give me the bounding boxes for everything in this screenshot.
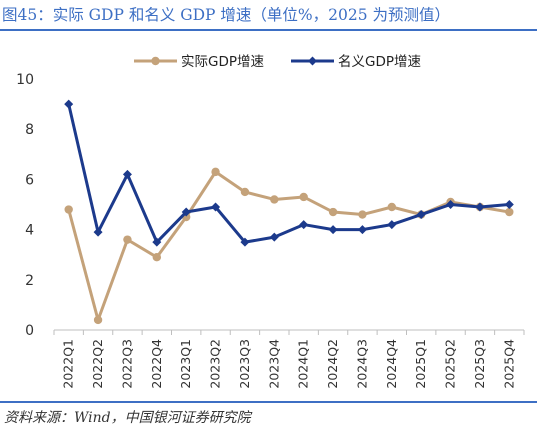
nominal-gdp-point	[387, 220, 397, 230]
nominal-gdp-point	[446, 200, 456, 209]
x-tick-label: 2024Q2	[325, 339, 340, 389]
y-tick-label: 4	[25, 223, 34, 239]
nominal-gdp-point	[504, 200, 514, 209]
x-axis-ticks: 2022Q1 2022Q2 2022Q3 2022Q4 2023Q1 2023Q2 2023…	[53, 330, 525, 389]
real-gdp-point	[358, 210, 367, 219]
x-tick-label: 2022Q2	[90, 339, 105, 389]
nominal-gdp-point	[64, 99, 74, 109]
nominal-gdp-point	[475, 202, 485, 212]
source-divider	[0, 401, 537, 403]
x-tick-label: 2025Q3	[472, 339, 487, 389]
x-tick-label: 2025Q2	[443, 339, 458, 389]
legend-nominal-label: 名义GDP增速	[338, 54, 421, 70]
real-gdp-point	[93, 315, 103, 325]
real-gdp-point	[299, 192, 308, 202]
nominal-gdp-line	[67, 103, 510, 244]
title-divider	[0, 29, 537, 31]
x-tick-label: 2023Q1	[178, 339, 193, 389]
real-gdp-point	[152, 253, 162, 262]
y-tick-label: 2	[25, 273, 34, 289]
x-tick-label: 2022Q1	[61, 339, 76, 389]
figure-title: 图45：实际 GDP 和名义 GDP 增速（单位%，2025 为预测值）	[2, 6, 451, 24]
legend-item-real: 实际GDP增速	[134, 54, 264, 70]
nominal-gdp-point	[181, 207, 191, 217]
nominal-gdp-point	[416, 210, 426, 220]
x-tick-label: 2025Q1	[413, 339, 428, 389]
x-tick-label: 2023Q3	[237, 339, 252, 389]
nominal-gdp-point	[357, 225, 367, 235]
real-gdp-point	[123, 235, 132, 244]
x-tick-label: 2024Q1	[296, 339, 311, 389]
nominal-gdp-point	[299, 220, 309, 230]
y-tick-label: 6	[25, 172, 34, 188]
y-tick-label: 10	[16, 72, 34, 88]
x-tick-label: 2023Q2	[208, 339, 223, 389]
source-note: 资料来源：Wind，中国银河证券研究院	[4, 410, 251, 426]
series-layer	[64, 99, 514, 325]
nominal-gdp-point	[211, 202, 221, 212]
x-tick-label: 2022Q3	[119, 339, 134, 389]
nominal-gdp-point	[328, 225, 338, 235]
nominal-gdp-point	[93, 227, 103, 237]
x-tick-label: 2022Q4	[149, 339, 164, 389]
real-gdp-point	[240, 187, 250, 197]
y-tick-label: 0	[25, 323, 34, 339]
real-gdp-point	[270, 195, 279, 204]
x-tick-label: 2025Q4	[501, 339, 516, 389]
legend-real-marker	[151, 56, 160, 66]
real-gdp-point	[387, 202, 397, 212]
real-gdp-point	[64, 205, 73, 214]
y-tick-label: 8	[25, 122, 34, 138]
legend-nominal-marker	[308, 56, 317, 66]
nominal-gdp-point	[240, 237, 250, 247]
nominal-gdp-point	[152, 237, 162, 247]
x-tick-label: 2023Q4	[266, 339, 281, 389]
real-gdp-point	[211, 167, 220, 177]
x-tick-label: 2024Q4	[384, 339, 399, 389]
x-tick-label: 2024Q3	[354, 339, 369, 389]
nominal-gdp-point	[269, 232, 279, 242]
nominal-gdp-point	[122, 169, 132, 179]
real-gdp-point	[505, 207, 514, 217]
series-nominal-gdp	[64, 99, 514, 247]
real-gdp-point	[328, 207, 338, 217]
legend-real-label: 实际GDP增速	[181, 54, 264, 70]
series-real-gdp	[64, 167, 514, 325]
y-axis-ticks: 0 2 4 6 8 10	[16, 72, 34, 339]
legend: 实际GDP增速 名义GDP增速	[134, 54, 421, 70]
legend-item-nominal: 名义GDP增速	[291, 54, 421, 70]
